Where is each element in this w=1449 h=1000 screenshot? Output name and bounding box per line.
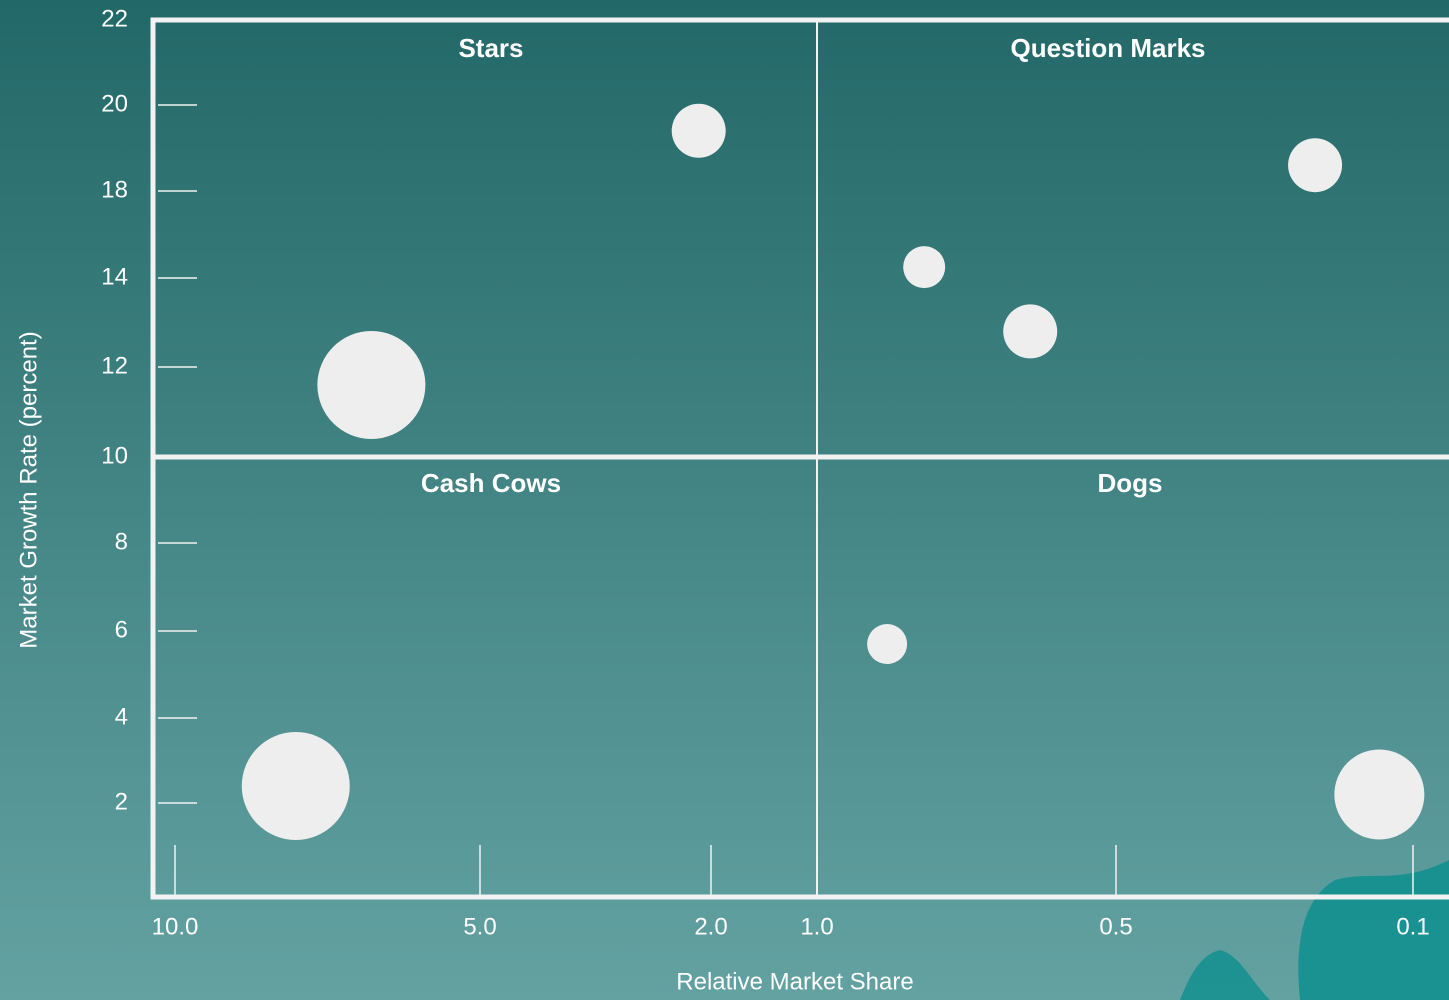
- page: Stars Question Marks Cash Cows Dogs Rela…: [0, 0, 1449, 1000]
- x-tick-label: 0.1: [1396, 913, 1429, 940]
- bubble: [242, 732, 350, 840]
- bubble: [1003, 304, 1057, 358]
- y-tick-label: 20: [101, 90, 128, 117]
- bubble: [1288, 138, 1342, 192]
- quadrant-label: Stars: [458, 33, 523, 63]
- x-tick-label: 5.0: [463, 913, 496, 940]
- y-axis-title: Market Growth Rate (percent): [15, 331, 42, 648]
- x-tick-label: 2.0: [694, 913, 727, 940]
- x-tick-label: 1.0: [800, 913, 833, 940]
- y-tick-label: 18: [101, 176, 128, 203]
- y-tick-label: 12: [101, 352, 128, 379]
- bubble: [867, 624, 907, 664]
- background: [0, 0, 1449, 1000]
- y-tick-label: 22: [101, 5, 128, 32]
- y-tick-label: 8: [115, 528, 128, 555]
- bubble: [672, 104, 726, 158]
- quadrant-label: Cash Cows: [421, 468, 561, 498]
- bubble: [903, 246, 945, 288]
- y-tick-label: 2: [115, 788, 128, 815]
- x-tick-label: 0.5: [1099, 913, 1132, 940]
- x-tick-label: 10.0: [152, 913, 199, 940]
- y-tick-label: 4: [115, 703, 128, 730]
- bubble: [317, 331, 425, 439]
- y-tick-label: 6: [115, 616, 128, 643]
- x-axis-title: Relative Market Share: [676, 968, 913, 995]
- chart: Stars Question Marks Cash Cows Dogs Rela…: [0, 0, 1449, 1000]
- y-tick-label: 10: [101, 442, 128, 469]
- y-tick-label: 14: [101, 263, 128, 290]
- quadrant-label: Dogs: [1098, 468, 1163, 498]
- bubble: [1334, 750, 1424, 840]
- quadrant-label: Question Marks: [1010, 33, 1205, 63]
